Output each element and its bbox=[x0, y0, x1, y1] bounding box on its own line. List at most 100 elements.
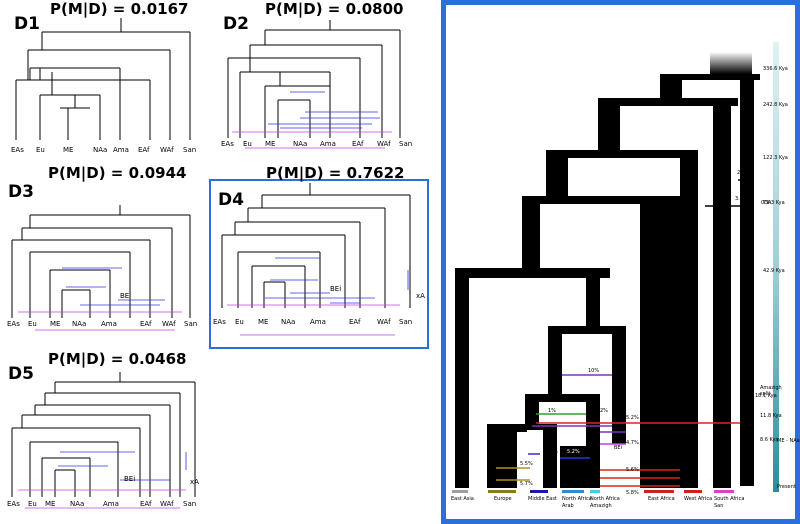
tree-d4 bbox=[221, 183, 411, 336]
d1-tip-me: ME bbox=[63, 146, 74, 154]
d4-node-xa: xA bbox=[416, 292, 425, 300]
tree-d1 bbox=[15, 18, 191, 140]
d5-tip-naa: NAa bbox=[70, 500, 85, 508]
pct-5-2-a: 5.2% bbox=[626, 415, 639, 421]
d5-node-xa: xA bbox=[190, 478, 199, 486]
tl-tick-9: Present bbox=[777, 484, 796, 490]
d3-tip-ama: Ama bbox=[101, 320, 117, 328]
tl-tick-3: 79.3 Kya bbox=[763, 200, 785, 206]
tl-pct-2-5: 2.5% bbox=[737, 170, 750, 176]
d1-tip-eas: EAs bbox=[11, 146, 24, 154]
pct-4-7: 4.7% bbox=[626, 440, 639, 446]
d3-tip-eas: EAs bbox=[7, 320, 20, 328]
pct-5-2-b: 5.2% bbox=[567, 449, 580, 455]
d4-node-bei: BEi bbox=[330, 285, 342, 293]
d1-tip-eu: Eu bbox=[36, 146, 45, 154]
d1-tip-san: San bbox=[183, 146, 197, 154]
tree-d2 bbox=[227, 20, 401, 149]
d5-tip-ama: Ama bbox=[103, 500, 119, 508]
panel-d1-label: D1 bbox=[14, 14, 40, 34]
panel-d1-prob: P(M|D) = 0.0167 bbox=[50, 0, 189, 18]
d3-tip-naa: NAa bbox=[72, 320, 87, 328]
d2-tip-me: ME bbox=[265, 140, 276, 148]
pop-north-africa-arab: North Africa bbox=[562, 496, 592, 502]
d5-tip-waf: WAf bbox=[160, 500, 174, 508]
panel-d4-prob: P(M|D) = 0.7622 bbox=[266, 164, 405, 182]
pop-west-africa: West Africa bbox=[684, 496, 713, 502]
pop-east-asia: East Asia bbox=[451, 496, 474, 502]
d1-tip-waf: WAf bbox=[160, 146, 174, 154]
tl-tick-5: Amazigh split bbox=[760, 385, 782, 397]
d4-tip-naa: NAa bbox=[281, 318, 296, 326]
d4-tip-me: ME bbox=[258, 318, 269, 326]
tl-tick-6: 18.1 Kya bbox=[755, 393, 777, 399]
pct-5-6: 5.6% bbox=[626, 467, 639, 473]
d4-highlight-box bbox=[209, 179, 429, 349]
pct-5-8: 5.8% bbox=[626, 490, 639, 496]
panel-d2-label: D2 bbox=[223, 14, 249, 34]
tl-pct-3-2: 3.2% bbox=[735, 196, 748, 202]
tl-tick-7: 11.8 Kya bbox=[760, 413, 782, 419]
d4-tip-eas: EAs bbox=[213, 318, 226, 326]
tl-tick-8: 8.6 Kya bbox=[760, 437, 779, 443]
tree-d5 bbox=[11, 372, 196, 509]
pct-1: 1% bbox=[548, 408, 556, 414]
panel-d5-prob: P(M|D) = 0.0468 bbox=[48, 350, 187, 368]
tl-side-me-naa: ME - NAa bbox=[777, 438, 800, 444]
d2-tip-ama: Ama bbox=[320, 140, 336, 148]
panel-d5-label: D5 bbox=[8, 364, 34, 384]
tree-d3 bbox=[11, 205, 191, 331]
panel-d3-prob: P(M|D) = 0.0944 bbox=[48, 164, 187, 182]
d2-tip-eaf: EAf bbox=[352, 140, 364, 148]
pct-2: 2% bbox=[600, 408, 608, 414]
d2-tip-naa: NAa bbox=[293, 140, 308, 148]
d5-tip-eas: EAs bbox=[7, 500, 20, 508]
d2-tip-san: San bbox=[399, 140, 413, 148]
pct-9-7: 9.7% bbox=[545, 449, 558, 455]
pct-5-5: 5.5% bbox=[520, 461, 533, 467]
d4-tip-ama: Ama bbox=[310, 318, 326, 326]
d3-tip-eu: Eu bbox=[28, 320, 37, 328]
pop-europe: Europe bbox=[494, 496, 512, 502]
d5-tip-eu: Eu bbox=[28, 500, 37, 508]
d3-node-bei: BEi bbox=[120, 292, 132, 300]
d4-tip-waf: WAf bbox=[377, 318, 391, 326]
pop-east-africa: East Africa bbox=[648, 496, 675, 502]
panel-d2-prob: P(M|D) = 0.0800 bbox=[265, 0, 404, 18]
tl-tick-4: 42.9 Kya bbox=[763, 268, 785, 274]
population-tree-frame bbox=[441, 0, 800, 524]
d2-tip-eas: EAs bbox=[221, 140, 234, 148]
pop-north-africa-amazigh-sub: Amazigh bbox=[590, 503, 612, 509]
pop-south-africa-san-sub: San bbox=[714, 503, 724, 509]
tl-tick-2: 122.3 Kya bbox=[763, 155, 788, 161]
pct-5-7: 5.7% bbox=[520, 481, 533, 487]
tree-node-bei: BEi bbox=[614, 445, 622, 451]
d3-tip-me: ME bbox=[50, 320, 61, 328]
d2-tip-eu: Eu bbox=[243, 140, 252, 148]
d3-tip-eaf: EAf bbox=[140, 320, 152, 328]
d5-tip-eaf: EAf bbox=[140, 500, 152, 508]
tree-node-xa: xA bbox=[746, 394, 753, 400]
d4-tip-san: San bbox=[399, 318, 413, 326]
d3-tip-waf: WAf bbox=[162, 320, 176, 328]
tl-tick-0: 336.6 Kya bbox=[763, 66, 788, 72]
tl-side-0oa: 0OA bbox=[761, 200, 772, 206]
pop-north-africa-arab-sub: Arab bbox=[562, 503, 574, 509]
pct-10: 10% bbox=[588, 368, 600, 374]
d1-tip-eaf: EAf bbox=[138, 146, 150, 154]
panel-d3-label: D3 bbox=[8, 182, 34, 202]
pop-north-africa-amazigh: North Africa bbox=[590, 496, 620, 502]
d5-tip-san: San bbox=[183, 500, 197, 508]
d5-node-bei: BEi bbox=[124, 475, 136, 483]
d4-tip-eu: Eu bbox=[235, 318, 244, 326]
pop-south-africa-san: South Africa bbox=[714, 496, 745, 502]
tl-tick-1: 242.8 Kya bbox=[763, 102, 788, 108]
d2-tip-waf: WAf bbox=[377, 140, 391, 148]
d3-tip-san: San bbox=[184, 320, 198, 328]
d5-tip-me: ME bbox=[45, 500, 56, 508]
d4-tip-eaf: EAf bbox=[349, 318, 361, 326]
d1-tip-naa: NAa bbox=[93, 146, 108, 154]
pop-middle-east: Middle East bbox=[528, 496, 557, 502]
d1-tip-ama: Ama bbox=[113, 146, 129, 154]
